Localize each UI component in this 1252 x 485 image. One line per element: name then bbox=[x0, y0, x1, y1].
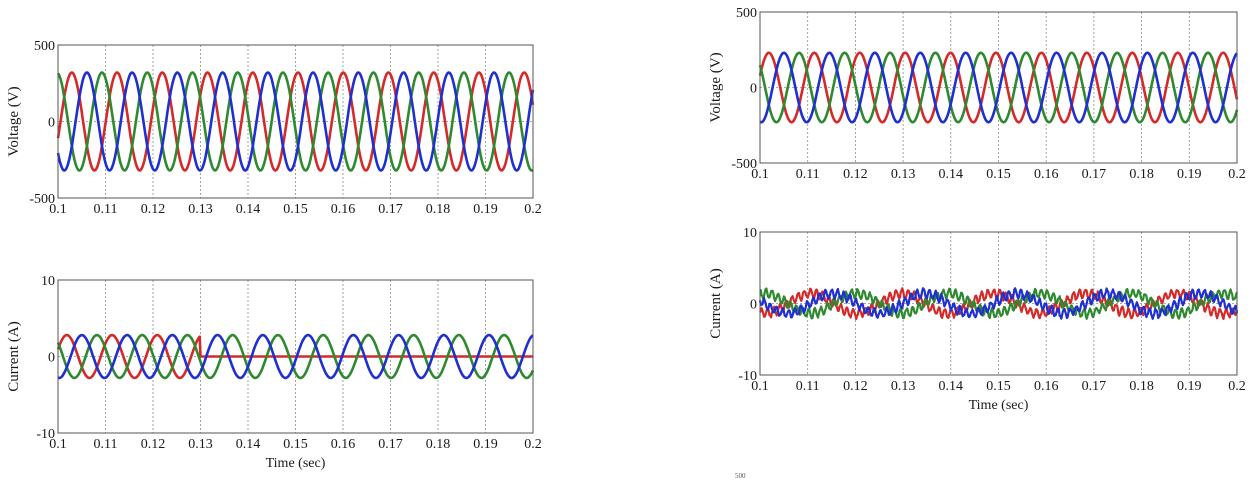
x-tick-label: 0.1 bbox=[49, 437, 67, 452]
chart-left-current: 0.1 0.11 0.12 0.13 0.14 0.15 0.16 0.17 0.18 0.19 0… bbox=[6, 274, 542, 471]
x-tick-label: 0.17 bbox=[378, 202, 403, 217]
x-tick-label: 0.13 bbox=[188, 202, 213, 217]
chart-left-voltage: 0.1 0.11 0.12 0.13 0.14 0.15 0.16 0.17 0.18 0.19 0… bbox=[6, 39, 542, 217]
series-line-b bbox=[56, 333, 535, 380]
plot-frame bbox=[57, 279, 534, 434]
y-tick-label: 10 bbox=[41, 274, 55, 289]
x-tick-label: 0.13 bbox=[891, 379, 916, 394]
x-tick-label: 0.19 bbox=[1177, 167, 1202, 182]
series-line-c bbox=[57, 333, 534, 380]
x-tick-label: 0.14 bbox=[236, 202, 261, 217]
y-tick-label: -500 bbox=[731, 157, 757, 172]
y-tick-label: 0 bbox=[750, 82, 757, 97]
y-tick-label: 0 bbox=[750, 298, 757, 313]
x-tick-label: 0.1 bbox=[751, 379, 769, 394]
x-tick-label: 0.17 bbox=[378, 437, 403, 452]
y-tick-label: 0 bbox=[48, 351, 55, 366]
x-tick-label: 0.14 bbox=[939, 167, 964, 182]
series-line-b bbox=[758, 51, 1239, 124]
plot-frame bbox=[759, 11, 1238, 164]
x-tick-label: 0.15 bbox=[986, 379, 1011, 394]
y-tick-label: -500 bbox=[29, 192, 55, 207]
x-tick-label: 0.15 bbox=[986, 167, 1011, 182]
x-axis-label: Time (sec) bbox=[266, 456, 326, 471]
x-tick-label: 0.2 bbox=[524, 437, 542, 452]
y-axis-label: Voltage (V) bbox=[708, 52, 724, 122]
chart-right-voltage: 0.1 0.11 0.12 0.13 0.14 0.15 0.16 0.17 0.18 0.19 0… bbox=[708, 6, 1246, 182]
x-tick-label: 0.16 bbox=[331, 202, 356, 217]
x-tick-label: 0.2 bbox=[524, 202, 542, 217]
y-tick-label: -10 bbox=[738, 369, 757, 384]
x-tick-label: 0.12 bbox=[141, 202, 166, 217]
x-tick-label: 0.11 bbox=[94, 202, 118, 217]
x-tick-label: 0.13 bbox=[891, 167, 916, 182]
x-tick-label: 0.11 bbox=[796, 167, 820, 182]
x-axis-label: Time (sec) bbox=[969, 398, 1029, 413]
y-tick-label: 10 bbox=[743, 226, 757, 241]
y-tick-label: 500 bbox=[34, 39, 55, 54]
x-tick-label: 0.19 bbox=[473, 202, 498, 217]
x-tick-label: 0.2 bbox=[1228, 379, 1246, 394]
x-tick-label: 0.16 bbox=[331, 437, 356, 452]
y-tick-label: -10 bbox=[36, 427, 55, 442]
x-tick-label: 0.15 bbox=[283, 437, 308, 452]
series-line-a bbox=[56, 71, 535, 172]
y-axis-label: Voltage (V) bbox=[6, 86, 22, 156]
x-tick-label: 0.18 bbox=[1129, 167, 1154, 182]
x-tick-label: 0.19 bbox=[1177, 379, 1202, 394]
x-tick-label: 0.1 bbox=[751, 167, 769, 182]
y-axis-label: Current (A) bbox=[6, 321, 22, 391]
x-tick-label: 0.14 bbox=[236, 437, 261, 452]
x-tick-label: 0.1 bbox=[49, 202, 67, 217]
series-line-b bbox=[56, 71, 534, 172]
x-tick-label: 0.18 bbox=[1129, 379, 1154, 394]
x-tick-label: 0.11 bbox=[796, 379, 820, 394]
series-line-c bbox=[759, 51, 1238, 124]
x-tick-label: 0.12 bbox=[843, 379, 868, 394]
x-tick-label: 0.14 bbox=[939, 379, 964, 394]
x-tick-label: 0.15 bbox=[283, 202, 308, 217]
x-tick-label: 0.19 bbox=[473, 437, 498, 452]
x-tick-label: 0.16 bbox=[1034, 167, 1059, 182]
stray-axis-label: 500 bbox=[735, 472, 746, 480]
x-tick-label: 0.18 bbox=[426, 202, 451, 217]
x-tick-label: 0.11 bbox=[94, 437, 118, 452]
x-tick-label: 0.18 bbox=[426, 437, 451, 452]
y-axis-label: Current (A) bbox=[708, 268, 724, 338]
y-tick-label: 500 bbox=[736, 6, 757, 21]
series-line-c bbox=[758, 287, 1239, 320]
series-line-a bbox=[758, 51, 1239, 124]
x-tick-label: 0.16 bbox=[1034, 379, 1059, 394]
plot-frame bbox=[57, 44, 534, 199]
y-tick-label: 0 bbox=[48, 116, 55, 131]
chart-right-current: 0.1 0.11 0.12 0.13 0.14 0.15 0.16 0.17 0.18 0.19 0… bbox=[708, 226, 1246, 413]
x-tick-label: 0.13 bbox=[188, 437, 213, 452]
plot-frame bbox=[759, 231, 1238, 376]
x-tick-label: 0.12 bbox=[141, 437, 166, 452]
series-line-c bbox=[56, 71, 535, 172]
x-tick-label: 0.17 bbox=[1082, 379, 1107, 394]
x-tick-label: 0.17 bbox=[1082, 167, 1107, 182]
x-tick-label: 0.2 bbox=[1228, 167, 1246, 182]
x-tick-label: 0.12 bbox=[843, 167, 868, 182]
